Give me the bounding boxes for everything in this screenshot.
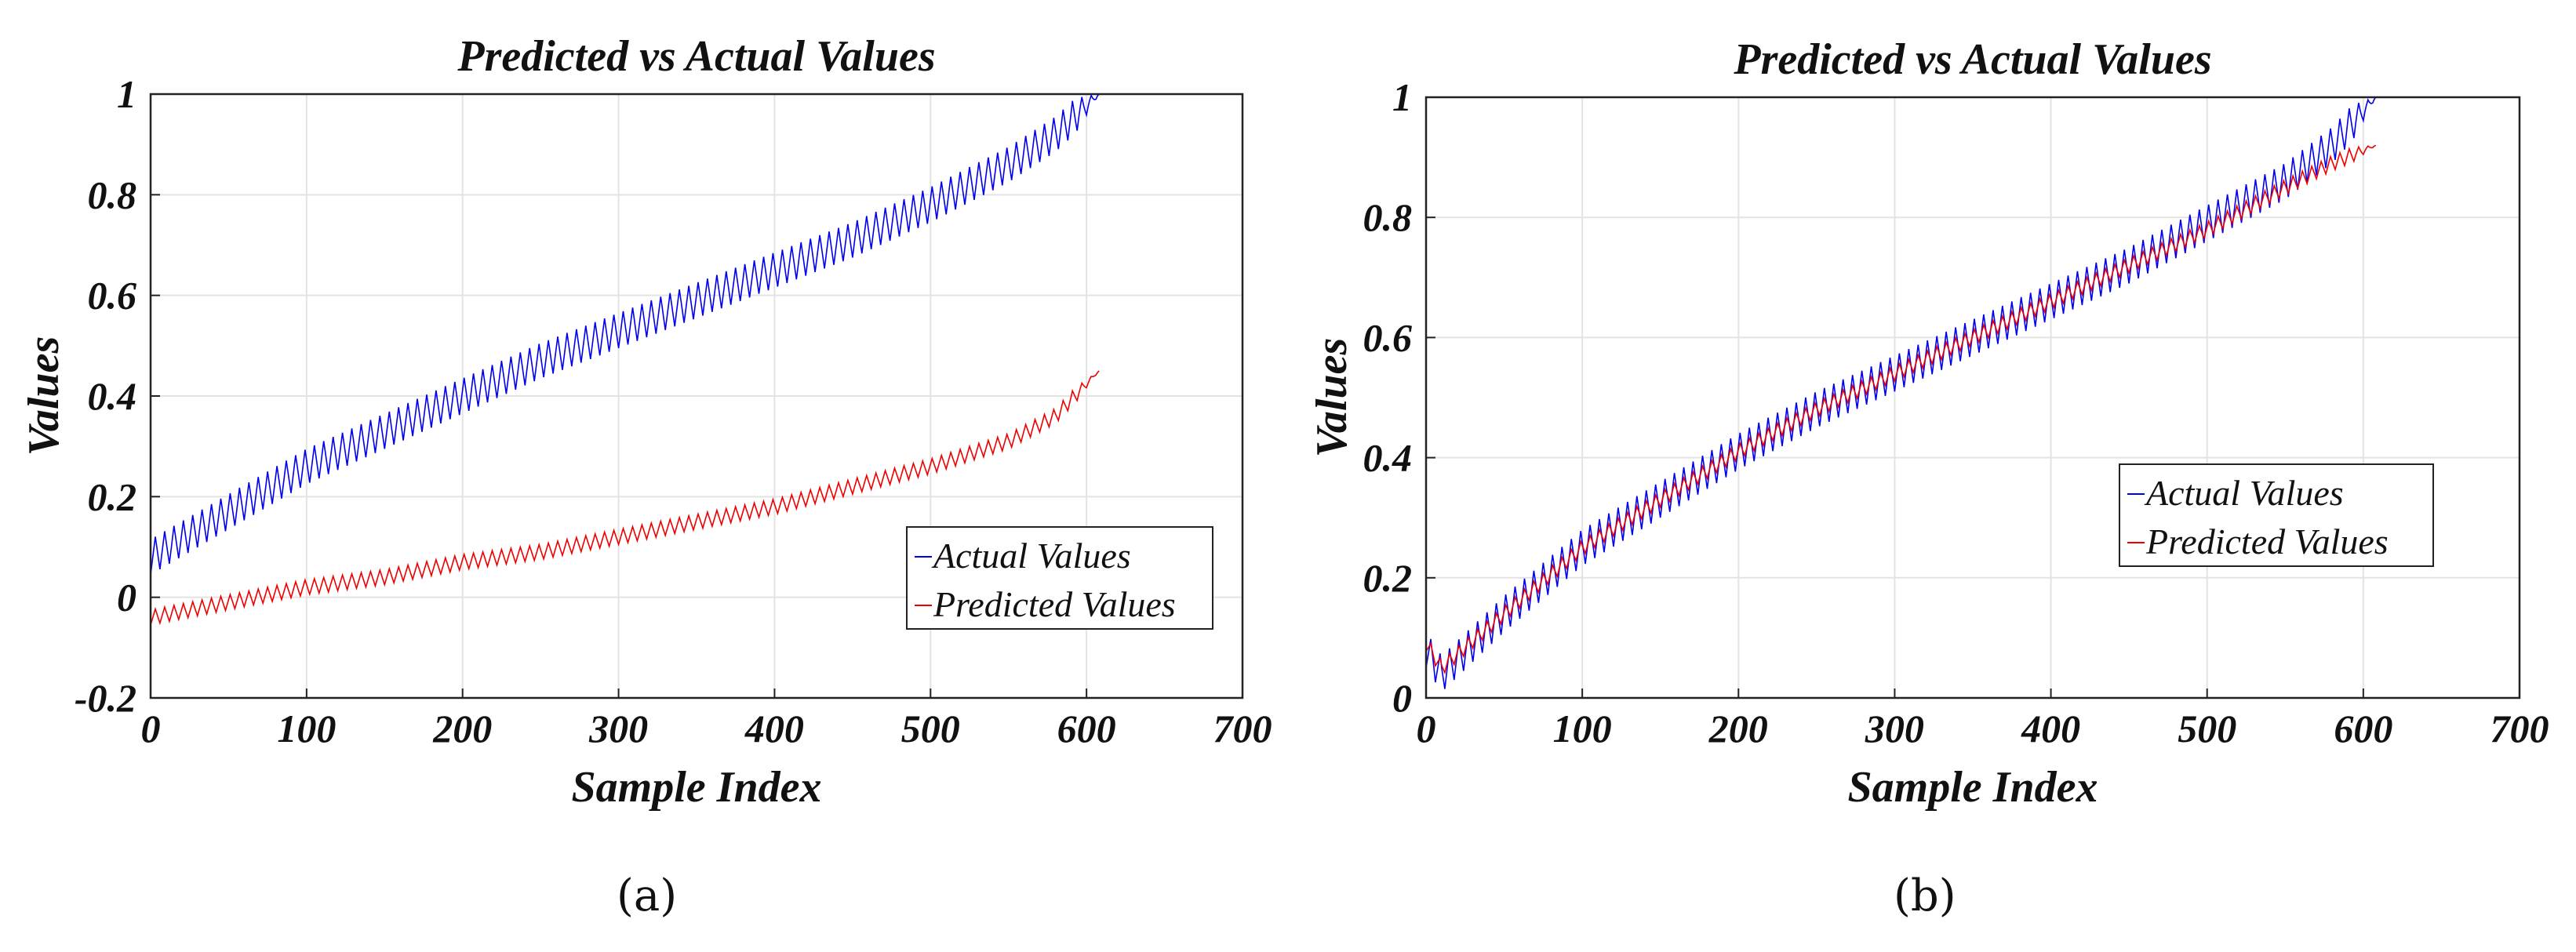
series-line-actual [1425, 96, 2377, 689]
y-tick-label: 0.6 [1363, 315, 1413, 359]
x-tick-label: 400 [744, 707, 804, 750]
chart-b: 0 100 200 300 400 500 600 700 0 0.2 0.4 0.6 0.8 1 Pred… [1308, 35, 2549, 812]
y-axis-label: Values [1308, 338, 1356, 458]
legend-label-actual: Actual Values [2144, 473, 2344, 513]
x-tick-label: 700 [1213, 707, 1272, 750]
y-tick-label: 0.8 [88, 173, 137, 216]
chart-panel-a: 0 100 200 300 400 500 600 700 -0.2 0 0.2 0.4 0.6 0.8 1… [20, 32, 1272, 921]
y-tick-label: 0.6 [88, 274, 137, 318]
y-tick-label: 1 [117, 72, 136, 116]
y-tick-label: 0.2 [1363, 556, 1413, 600]
x-tick-label: 300 [1865, 707, 1924, 750]
x-tick-label: 0 [1417, 707, 1436, 750]
x-tick-label: 100 [1553, 707, 1612, 750]
caption-a: (a) [617, 870, 678, 921]
x-tick-label: 200 [432, 707, 492, 750]
chart-a: 0 100 200 300 400 500 600 700-0.200.20.40.60.81… [20, 32, 1272, 812]
caption-b: (b) [1894, 870, 1956, 921]
legend: Actual Values Predicted Values [906, 526, 1213, 630]
y-tick-label: 0 [1392, 676, 1412, 720]
series-line-predicted [150, 370, 1100, 626]
x-axis-label: Sample Index [572, 763, 822, 812]
chart-title: Predicted vs Actual Values [457, 32, 935, 81]
legend-label-predicted: Predicted Values [2145, 521, 2389, 561]
y-axis-label: Values [20, 336, 68, 456]
y-tick-label: 0.4 [1363, 436, 1413, 480]
x-tick-label: 500 [901, 707, 960, 750]
x-axis-label: Sample Index [1848, 763, 2098, 812]
x-tick-label: 300 [588, 707, 648, 750]
legend-label-actual: Actual Values [931, 536, 1131, 576]
plot-area [1426, 97, 2520, 698]
x-tick-label: 500 [2178, 707, 2236, 750]
x-tick-label: 200 [1708, 707, 1768, 750]
y-tick-label: 0.2 [88, 474, 137, 518]
x-tick-label: 700 [2490, 707, 2549, 750]
legend-label-predicted: Predicted Values [933, 584, 1176, 624]
y-tick-label: 0.4 [88, 374, 137, 418]
legend-box [2119, 463, 2434, 567]
y-tick-label: -0.2 [75, 676, 136, 720]
x-tick-label: 400 [2021, 707, 2080, 750]
legend-box [906, 526, 1213, 630]
series-line-predicted [1425, 144, 2377, 675]
legend: Actual Values Predicted Values [2119, 463, 2434, 567]
x-tick-label: 600 [2334, 707, 2392, 750]
x-tick-label: 100 [277, 707, 336, 750]
y-tick-label: 1 [1392, 75, 1412, 119]
axes-frame [1424, 96, 2521, 699]
chart-title: Predicted vs Actual Values [1733, 35, 2211, 84]
chart-panel-b: 0 100 200 300 400 500 600 700 0 0.2 0.4 0.6 0.8 1 Pred… [1288, 0, 2576, 952]
series-line-actual [150, 93, 1100, 575]
y-tick-label: 0.8 [1363, 195, 1413, 239]
x-tick-label: 0 [141, 707, 161, 750]
x-tick-label: 600 [1057, 707, 1116, 750]
y-tick-label: 0 [117, 576, 136, 620]
